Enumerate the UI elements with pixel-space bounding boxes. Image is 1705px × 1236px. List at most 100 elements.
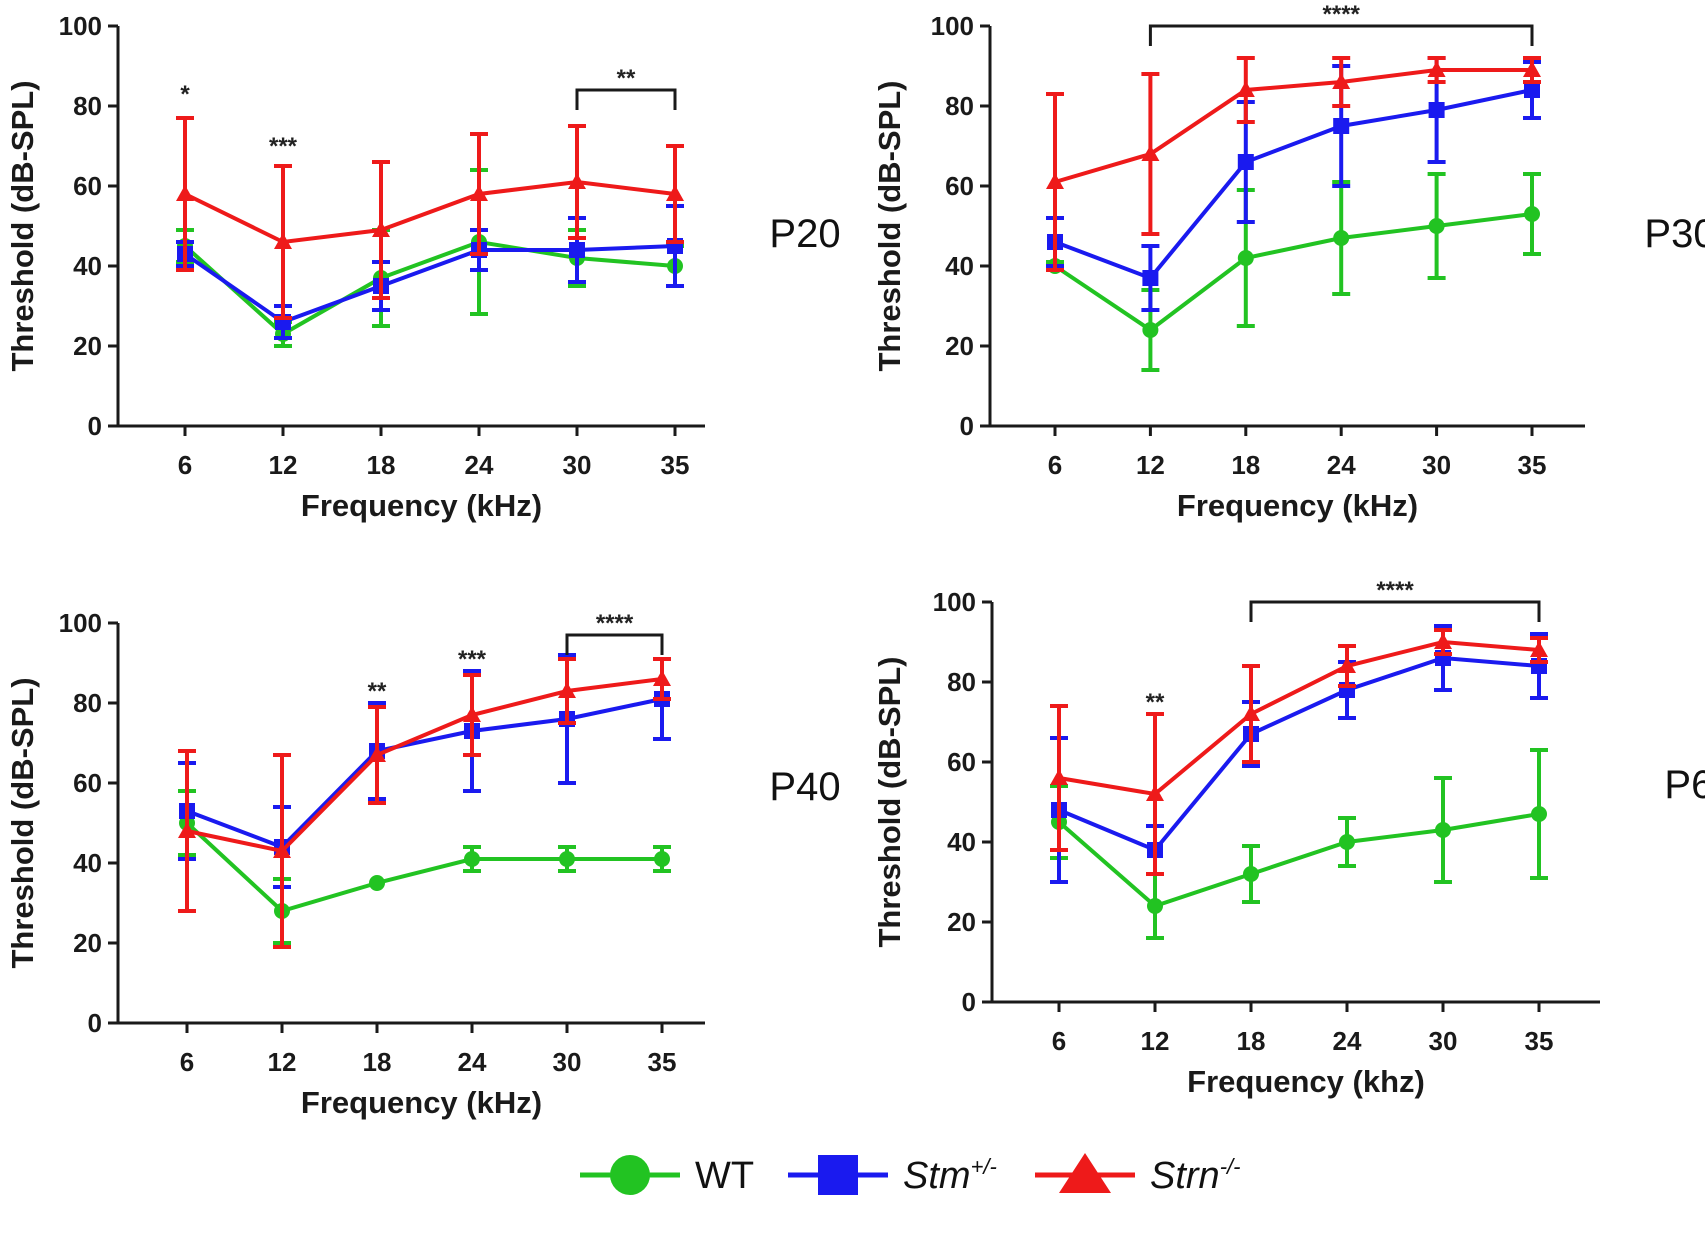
x-tick-label: 12 [269,450,298,480]
data-point [1146,785,1164,801]
data-point [1141,145,1160,161]
x-tick-label: 18 [1237,1026,1266,1056]
y-tick-label: 60 [945,171,974,201]
x-axis-title: Frequency (khz) [1187,1064,1425,1099]
series-strn [178,657,671,949]
data-point [1428,218,1445,234]
x-tick-label: 18 [363,1047,392,1077]
x-tick-label: 24 [465,450,494,480]
x-tick-label: 12 [268,1047,297,1077]
significance-label: **** [1376,577,1414,604]
series-line [1058,655,1540,853]
data-point [568,173,586,189]
y-axis-title: Threshold (dB-SPL) [872,656,907,947]
series-line [186,697,663,850]
x-tick-label: 35 [648,1047,677,1077]
x-tick-label: 6 [180,1047,194,1077]
y-tick-label: 0 [88,1008,102,1038]
x-tick-label: 24 [1333,1026,1362,1056]
x-axis-title: Frequency (kHz) [301,1085,542,1120]
series-stm [1050,624,1548,884]
data-point [176,185,194,201]
series-line [1054,68,1532,184]
x-tick-label: 12 [1141,1026,1170,1056]
y-tick-label: 100 [931,11,974,41]
data-point [559,851,575,867]
x-tick-label: 35 [1525,1026,1554,1056]
series-strn [1046,56,1541,272]
x-tick-label: 24 [458,1047,487,1077]
legend-item-strn: Strn-/- [1035,1153,1240,1197]
x-axis-title: Frequency (kHz) [1177,488,1418,523]
series-stm [1046,56,1541,312]
y-axis-title: Threshold (dB-SPL) [5,80,40,371]
legend-item-wt: WT [580,1155,754,1197]
x-tick-label: 12 [1136,450,1165,480]
series-line [1058,639,1540,797]
data-point [464,851,480,867]
data-point [1050,769,1068,785]
series-line [183,244,676,325]
y-axis-title: Threshold (dB-SPL) [872,80,907,371]
data-point [1142,322,1159,338]
series-line [1057,812,1540,909]
data-point [1524,206,1540,222]
legend-label: Stm+/- [903,1154,997,1197]
data-point [1242,705,1260,721]
data-point [1524,82,1540,98]
series-wt [178,789,671,945]
y-tick-label: 20 [947,907,976,937]
data-point [1435,822,1451,838]
chart-panel-p40: 0 20 40 60 80 100 6 12 18 24 30 35 Frequency (kHz) Th… [5,608,841,1120]
series-wt [1046,172,1541,372]
data-point [1142,270,1159,286]
series-line [1053,212,1533,333]
y-tick-label: 0 [962,987,976,1017]
data-point [1338,657,1356,673]
legend-label: WT [695,1155,754,1197]
series-line [183,239,676,337]
y-tick-label: 60 [73,171,102,201]
y-tick-label: 80 [947,667,976,697]
legend-marker-square [818,1155,858,1195]
y-tick-label: 80 [73,91,102,121]
data-point [1339,834,1355,850]
y-tick-label: 40 [945,251,974,281]
series-strn [176,116,684,320]
x-tick-label: 6 [1052,1026,1066,1056]
y-tick-label: 100 [59,608,102,638]
x-tick-label: 35 [661,450,690,480]
data-point [274,233,292,249]
data-point [654,851,670,867]
data-point [666,185,684,201]
y-tick-label: 100 [59,11,102,41]
significance-bracket [565,633,664,655]
data-point [1236,81,1255,97]
y-tick-label: 40 [73,848,102,878]
panel-label: P60 [1664,763,1705,807]
data-point [1531,806,1547,822]
x-tick-label: 30 [553,1047,582,1077]
series-wt [1050,748,1548,940]
chart-panel-p20: 0 20 40 60 80 100 6 12 18 24 30 35 Frequency (kHz) Th… [5,11,841,523]
significance-bracket [1249,600,1541,622]
x-tick-label: 30 [563,450,592,480]
legend-item-stm: Stm+/- [788,1154,997,1197]
series-line [185,821,662,914]
significance-label: ** [617,65,636,92]
chart-panel-p30: 0 20 40 60 80 100 6 12 18 24 30 35 Frequency (kHz) Th… [872,1,1705,523]
x-tick-label: 18 [367,450,396,480]
series-line [1054,88,1533,281]
panel-label: P30 [1644,212,1705,256]
data-point [1046,173,1064,189]
data-point [273,842,291,858]
data-point [1332,73,1351,89]
significance-label: ** [1146,689,1165,716]
legend-marker-circle [610,1155,650,1195]
series-line [186,677,663,854]
legend: WT Stm+/- Strn-/- [580,1153,1240,1197]
x-tick-label: 6 [178,450,192,480]
y-tick-label: 20 [945,331,974,361]
x-tick-label: 30 [1429,1026,1458,1056]
